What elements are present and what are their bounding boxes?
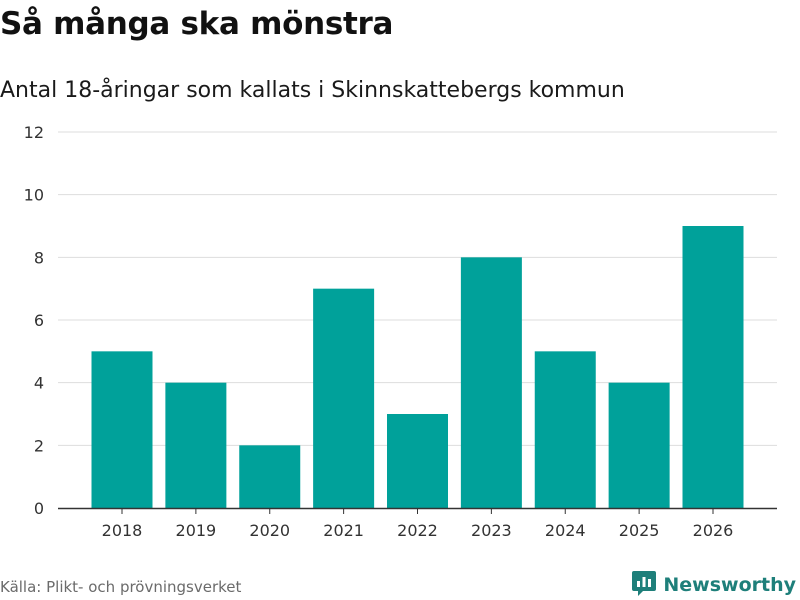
bar xyxy=(682,226,744,508)
bar xyxy=(387,414,448,508)
x-tick-label: 2024 xyxy=(545,521,586,540)
y-tick-label: 12 xyxy=(24,123,44,142)
chart-subtitle: Antal 18-åringar som kallats i Skinnskat… xyxy=(0,78,625,103)
brand-name: Newsworthy xyxy=(663,574,796,596)
x-tick-label: 2023 xyxy=(471,521,512,540)
bar xyxy=(460,257,522,508)
x-tick-label: 2026 xyxy=(693,521,734,540)
y-tick-label: 0 xyxy=(34,499,44,518)
x-tick-label: 2025 xyxy=(619,521,660,540)
bar xyxy=(534,351,596,508)
chart-title: Så många ska mönstra xyxy=(0,6,394,42)
y-tick-label: 6 xyxy=(34,311,44,330)
y-tick-label: 4 xyxy=(34,374,44,393)
source-note: Källa: Plikt- och prövningsverket xyxy=(0,578,242,596)
x-tick-label: 2020 xyxy=(249,521,290,540)
x-tick-label: 2018 xyxy=(102,521,143,540)
x-tick-label: 2022 xyxy=(397,521,438,540)
bar xyxy=(91,351,153,508)
bar xyxy=(165,382,227,508)
y-tick-label: 2 xyxy=(34,436,44,455)
bar xyxy=(239,445,301,508)
brand-logo: Newsworthy xyxy=(631,569,796,600)
x-tick-label: 2021 xyxy=(323,521,364,540)
bar xyxy=(608,382,670,508)
y-tick-label: 10 xyxy=(24,186,44,205)
y-tick-label: 8 xyxy=(34,248,44,267)
newsworthy-logo-icon xyxy=(631,569,657,600)
bar xyxy=(313,288,375,508)
x-tick-label: 2019 xyxy=(176,521,217,540)
